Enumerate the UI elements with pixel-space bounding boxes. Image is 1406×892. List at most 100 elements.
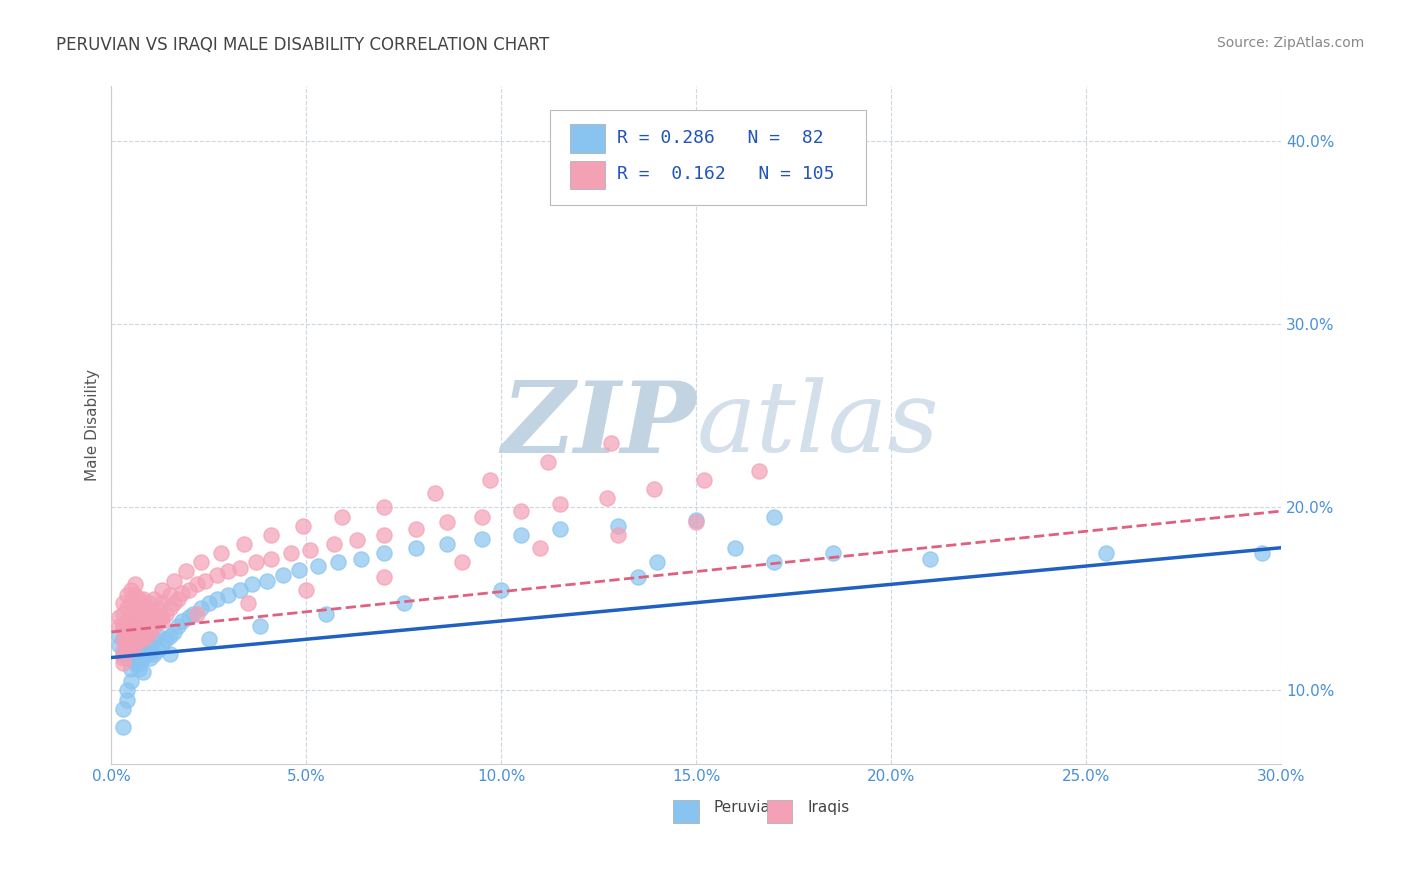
Point xyxy=(150,596,173,610)
Point xyxy=(229,582,252,597)
Text: Iraqis: Iraqis xyxy=(807,800,849,815)
Point xyxy=(115,629,138,643)
Text: ZIP: ZIP xyxy=(502,376,696,474)
Point xyxy=(217,565,239,579)
Point xyxy=(607,528,630,542)
Point xyxy=(170,614,193,628)
Point xyxy=(148,614,170,628)
FancyBboxPatch shape xyxy=(569,124,605,153)
Point xyxy=(179,610,201,624)
Point xyxy=(748,464,770,478)
Point xyxy=(392,596,415,610)
Point xyxy=(436,515,458,529)
Point xyxy=(124,588,146,602)
Text: Source: ZipAtlas.com: Source: ZipAtlas.com xyxy=(1216,36,1364,50)
Point xyxy=(205,568,228,582)
Point xyxy=(198,596,221,610)
Point xyxy=(763,555,786,569)
Point xyxy=(128,619,150,633)
Point xyxy=(315,607,337,621)
Point xyxy=(115,638,138,652)
Point xyxy=(159,588,181,602)
Point xyxy=(155,632,177,647)
Point xyxy=(271,568,294,582)
Text: PERUVIAN VS IRAQI MALE DISABILITY CORRELATION CHART: PERUVIAN VS IRAQI MALE DISABILITY CORREL… xyxy=(56,36,550,54)
Point xyxy=(108,610,131,624)
Point xyxy=(131,632,153,647)
Point xyxy=(647,555,669,569)
Point xyxy=(373,570,395,584)
Point xyxy=(179,582,201,597)
Point xyxy=(217,588,239,602)
Point xyxy=(229,561,252,575)
Text: atlas: atlas xyxy=(696,377,939,473)
Point xyxy=(108,629,131,643)
Point xyxy=(139,638,162,652)
Point xyxy=(163,574,186,588)
Point xyxy=(186,577,208,591)
Point xyxy=(112,619,135,633)
Point xyxy=(155,607,177,621)
Point xyxy=(128,629,150,643)
Point xyxy=(148,601,170,615)
Point xyxy=(112,632,135,647)
Point xyxy=(135,601,157,615)
Point xyxy=(128,656,150,670)
Point xyxy=(643,482,665,496)
Point xyxy=(120,632,142,647)
Point xyxy=(596,491,619,506)
Point xyxy=(131,591,153,606)
Point xyxy=(120,629,142,643)
Point xyxy=(763,509,786,524)
Point xyxy=(120,674,142,689)
Point xyxy=(135,632,157,647)
Point xyxy=(139,610,162,624)
Point xyxy=(205,591,228,606)
Point xyxy=(120,582,142,597)
Point xyxy=(190,601,212,615)
Point xyxy=(249,619,271,633)
Point xyxy=(128,632,150,647)
Point xyxy=(115,601,138,615)
Point xyxy=(115,650,138,665)
Point xyxy=(115,588,138,602)
Point xyxy=(509,528,531,542)
Point xyxy=(135,647,157,661)
Point xyxy=(124,601,146,615)
Point xyxy=(112,702,135,716)
Point xyxy=(131,619,153,633)
Point xyxy=(112,647,135,661)
Point xyxy=(128,661,150,675)
Point xyxy=(135,629,157,643)
Point xyxy=(194,574,217,588)
Point xyxy=(322,537,344,551)
Point xyxy=(1095,546,1118,560)
Point xyxy=(150,582,173,597)
Point xyxy=(405,541,427,555)
Point xyxy=(346,533,368,548)
Point xyxy=(529,541,551,555)
Point xyxy=(150,638,173,652)
Point xyxy=(209,546,232,560)
Point xyxy=(491,582,513,597)
Point xyxy=(373,528,395,542)
Point xyxy=(159,629,181,643)
Point xyxy=(112,650,135,665)
Point xyxy=(115,692,138,706)
Point xyxy=(128,591,150,606)
Point xyxy=(245,555,267,569)
Point xyxy=(260,528,283,542)
Point xyxy=(139,624,162,639)
FancyBboxPatch shape xyxy=(550,110,866,205)
Point xyxy=(131,624,153,639)
Point xyxy=(108,619,131,633)
Point xyxy=(693,473,716,487)
Point xyxy=(112,656,135,670)
Point xyxy=(627,570,650,584)
Point xyxy=(120,629,142,643)
Point xyxy=(607,518,630,533)
Point xyxy=(120,619,142,633)
Point xyxy=(163,624,186,639)
Point xyxy=(436,537,458,551)
Point xyxy=(131,650,153,665)
